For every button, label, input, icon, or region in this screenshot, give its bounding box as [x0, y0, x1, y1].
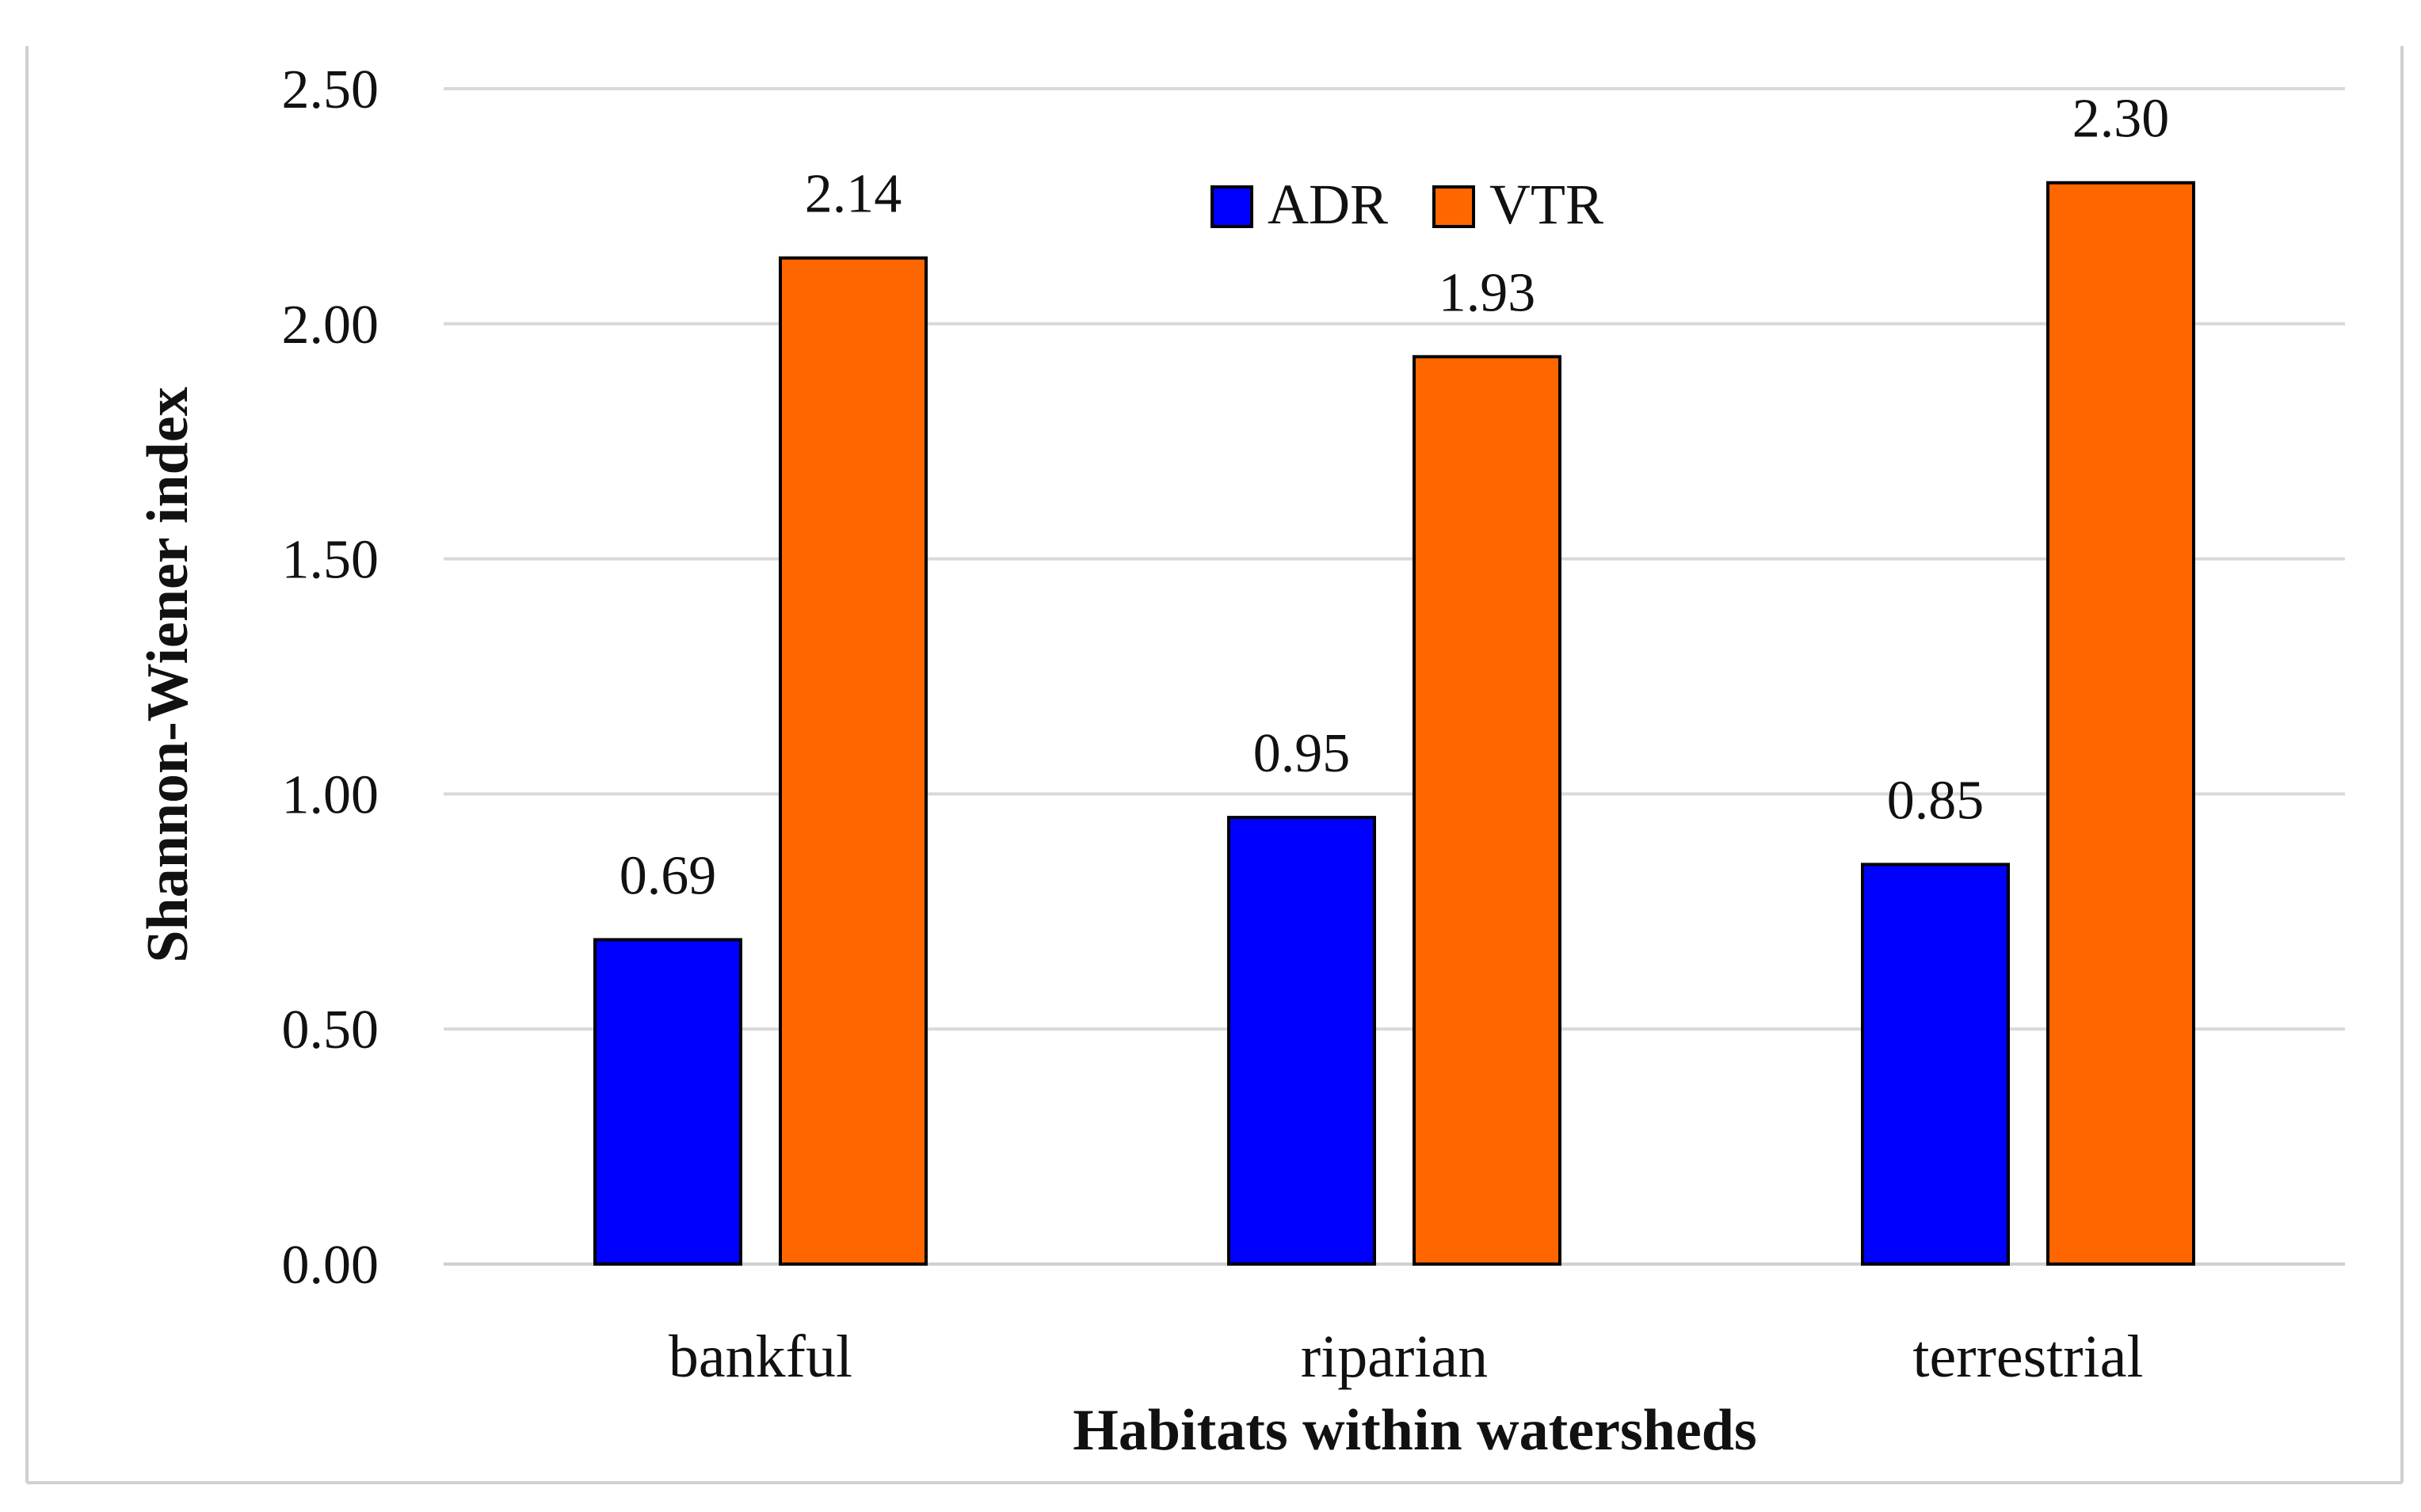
bar-adr-terrestrial [1861, 863, 2010, 1266]
data-label-adr-bankful: 0.69 [620, 845, 717, 906]
bar-vtr-terrestrial [2046, 181, 2195, 1266]
y-axis-ticks: 0.00 0.50 1.00 1.50 2.00 2.50 [282, 59, 379, 1296]
data-label-adr-riparian: 0.95 [1253, 723, 1351, 784]
y-tick-label: 0.00 [282, 1235, 379, 1296]
gridlines [444, 87, 2345, 1266]
bar-adr-bankful [593, 938, 742, 1266]
bar-vtr-bankful [779, 256, 928, 1266]
bar-vtr-riparian [1413, 355, 1561, 1266]
legend-label-vtr: VTR [1489, 173, 1603, 236]
x-axis-title: Habitats within watersheds [1073, 1398, 1756, 1463]
data-label-vtr-bankful: 2.14 [805, 164, 902, 225]
data-label-adr-terrestrial: 0.85 [1887, 770, 1984, 831]
y-tick-label: 1.00 [282, 764, 379, 825]
legend-swatch-vtr [1432, 185, 1475, 228]
legend: ADR VTR [1210, 173, 1603, 236]
y-tick-label: 2.00 [282, 295, 379, 356]
y-tick-label: 0.50 [282, 1000, 379, 1061]
category-label-riparian: riparian [1301, 1323, 1488, 1390]
bars [593, 181, 2195, 1266]
data-label-vtr-riparian: 1.93 [1439, 262, 1536, 323]
bar-adr-riparian [1227, 816, 1376, 1266]
category-label-terrestrial: terrestrial [1912, 1323, 2143, 1390]
legend-label-adr: ADR [1268, 173, 1388, 236]
y-axis-title: Shannon-Wiener index [135, 387, 200, 962]
x-axis-categories: bankful riparian terrestrial [669, 1323, 2144, 1390]
data-labels: 0.69 2.14 0.95 1.93 0.85 2.30 [620, 89, 2170, 907]
y-tick-label: 2.50 [282, 59, 379, 120]
data-label-vtr-terrestrial: 2.30 [2072, 89, 2170, 150]
y-tick-label: 1.50 [282, 530, 379, 591]
legend-swatch-adr [1210, 185, 1253, 228]
category-label-bankful: bankful [669, 1323, 852, 1390]
